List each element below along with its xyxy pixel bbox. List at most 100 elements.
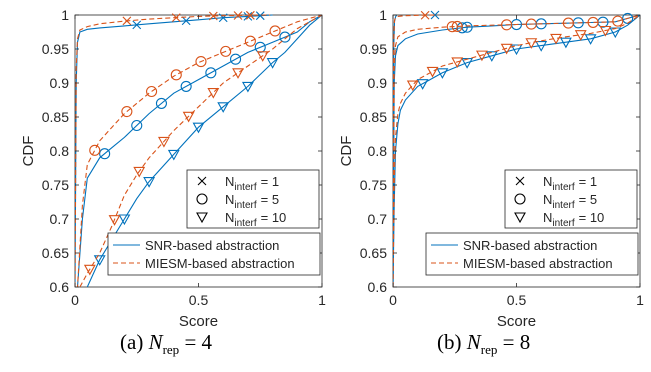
series-marker-snr-n10-0 [416, 79, 429, 90]
series-marker-miesm-n5-2 [501, 19, 513, 31]
series-line-snr-n5 [75, 14, 323, 287]
y-tick-label: 0.6 [368, 279, 388, 295]
series-marker-snr-n1-0 [132, 20, 142, 30]
x-tick-label: 1 [636, 292, 644, 308]
legend-methods: SNR-based abstraction MIESM-based abstrac… [107, 232, 321, 276]
series-marker-miesm-n1-3 [233, 11, 243, 20]
series-marker-miesm-n10-0 [406, 80, 419, 92]
series-line-miesm-n10 [79, 14, 323, 287]
series-marker-snr-n10-4 [192, 122, 205, 134]
series-marker-snr-n5-2 [155, 97, 167, 109]
x-tick-label: 0 [389, 292, 397, 308]
series-marker-miesm-n5-0 [89, 144, 101, 156]
series-group [393, 10, 641, 287]
series-marker-miesm-n10-4 [500, 43, 513, 55]
series-marker-snr-n5-1 [131, 119, 143, 132]
series-marker-miesm-n10-5 [525, 38, 538, 49]
series-marker-snr-n10-4 [510, 44, 523, 56]
legend-label-snr: SNR-based abstraction [463, 238, 597, 253]
series-line-miesm-n1 [393, 14, 438, 287]
legend-marker-n10 [514, 212, 526, 224]
legend-label-miesm: MIESM-based abstraction [145, 256, 295, 271]
series-marker-miesm-n10-2 [451, 57, 464, 69]
series-group [75, 10, 323, 287]
series-marker-miesm-n5-2 [146, 85, 158, 98]
legend-marker-n1 [197, 176, 207, 186]
caption-b: (b) Nrep = 8 [437, 330, 530, 358]
series-marker-miesm-n1-2 [208, 11, 218, 21]
series-marker-snr-n5-0 [99, 148, 111, 160]
legend-interf-label: Ninterf = 1 [543, 174, 597, 193]
x-tick-label: 0.5 [507, 292, 527, 308]
series-marker-snr-n1-2 [218, 13, 228, 23]
legend-interf-label: Ninterf = 10 [543, 210, 604, 229]
y-tick-label: 0.95 [360, 41, 387, 57]
legend-methods: SNR-based abstraction MIESM-based abstrac… [425, 232, 639, 276]
series-marker-miesm-n5-5 [587, 16, 599, 28]
x-axis-label: Score [497, 313, 536, 330]
legend-marker-n1 [515, 176, 525, 186]
x-tick-label: 0.5 [189, 292, 209, 308]
legend-label-snr: SNR-based abstraction [145, 238, 279, 253]
caption-a-label: (a) [120, 330, 144, 354]
series-marker-miesm-n5-1 [451, 20, 463, 32]
series-marker-miesm-n5-0 [446, 21, 458, 33]
series-marker-snr-n10-1 [118, 214, 131, 226]
series-marker-miesm-n10-7 [574, 30, 587, 41]
legend-interf-label: Ninterf = 1 [225, 174, 279, 193]
series-line-miesm-n1 [75, 14, 271, 287]
series-marker-snr-n10-1 [436, 68, 449, 79]
series-marker-snr-n10-5 [535, 41, 548, 52]
y-tick-label: 0.85 [42, 109, 69, 125]
series-marker-snr-n10-3 [167, 149, 180, 161]
y-tick-label: 0.8 [50, 143, 70, 159]
series-marker-miesm-n5-1 [121, 106, 133, 118]
series-marker-miesm-n5-5 [220, 45, 232, 57]
series-marker-miesm-n1-4 [245, 10, 255, 20]
legend-marker-n5 [196, 193, 208, 205]
series-marker-miesm-n1-0 [420, 10, 430, 20]
series-marker-snr-n10-6 [559, 37, 572, 49]
series-marker-miesm-n10-3 [475, 50, 488, 62]
y-tick-label: 0.65 [42, 245, 69, 261]
caption-b-value: = 8 [502, 330, 531, 354]
caption-a-symbol: Nrep [148, 330, 180, 358]
series-marker-miesm-n5-4 [562, 17, 574, 29]
series-marker-snr-n10-2 [143, 177, 156, 188]
caption-a-value: = 4 [184, 330, 213, 354]
series-marker-miesm-n10-4 [182, 111, 195, 123]
series-marker-miesm-n10-2 [133, 166, 146, 178]
series-marker-snr-n10-3 [485, 51, 498, 62]
series-marker-snr-n5-4 [205, 67, 217, 79]
legend-interf-box [504, 169, 638, 229]
series-marker-snr-n10-7 [584, 34, 597, 45]
caption-b-symbol: Nrep [466, 330, 498, 358]
y-tick-label: 0.6 [50, 279, 70, 295]
y-tick-label: 0.75 [360, 177, 387, 193]
series-marker-miesm-n10-8 [599, 25, 612, 37]
legend-label-miesm: MIESM-based abstraction [463, 256, 613, 271]
chart-panel-b: 0.6 0.65 0.7 0.75 0.8 0.85 0.9 0.95 1 0 0.5 1 Score C… [338, 7, 644, 330]
series-marker-snr-n10-6 [241, 81, 254, 93]
series-marker-snr-n5-3 [180, 80, 192, 92]
series-marker-snr-n1-4 [255, 11, 265, 21]
legend-marker-n10 [196, 212, 208, 224]
x-tick-label: 1 [318, 292, 326, 308]
legend-interf-label: Ninterf = 5 [225, 192, 279, 211]
series-line-snr-n10 [86, 14, 323, 287]
series-marker-miesm-n5-7 [269, 25, 281, 37]
y-tick-label: 1 [379, 7, 387, 23]
y-tick-label: 0.8 [368, 143, 388, 159]
legend-interf-box [186, 169, 320, 229]
series-marker-miesm-n10-6 [232, 68, 244, 79]
series-marker-miesm-n10-5 [207, 87, 220, 99]
series-marker-snr-n5-5 [230, 53, 242, 65]
legend-interf-label: Ninterf = 5 [543, 192, 597, 211]
caption-a: (a) Nrep = 4 [120, 330, 212, 358]
legend-methods-box [107, 232, 321, 276]
series-marker-miesm-n10-6 [550, 33, 562, 45]
y-tick-label: 0.85 [360, 109, 387, 125]
series-marker-snr-n1-1 [181, 16, 191, 26]
